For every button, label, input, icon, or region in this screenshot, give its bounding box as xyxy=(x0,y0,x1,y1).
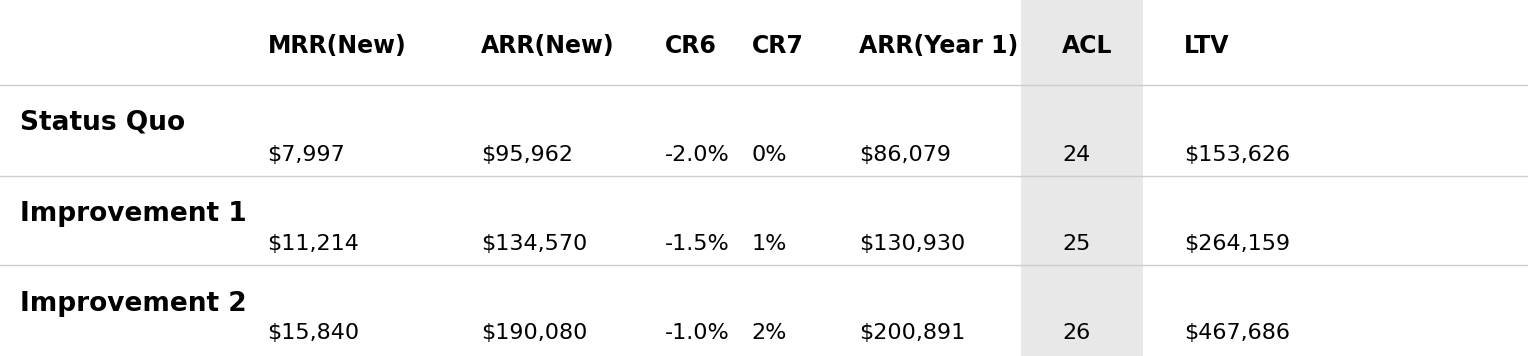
Text: $15,840: $15,840 xyxy=(267,323,359,343)
Text: 0%: 0% xyxy=(752,145,787,165)
Text: Status Quo: Status Quo xyxy=(20,110,185,136)
Text: $264,159: $264,159 xyxy=(1184,234,1290,254)
Text: $86,079: $86,079 xyxy=(859,145,950,165)
Text: ACL: ACL xyxy=(1062,34,1112,58)
Text: $7,997: $7,997 xyxy=(267,145,345,165)
Text: CR6: CR6 xyxy=(665,34,717,58)
Text: 26: 26 xyxy=(1062,323,1089,343)
Text: $200,891: $200,891 xyxy=(859,323,966,343)
Text: Improvement 2: Improvement 2 xyxy=(20,291,246,318)
Text: 1%: 1% xyxy=(752,234,787,254)
Text: -1.0%: -1.0% xyxy=(665,323,729,343)
Text: LTV: LTV xyxy=(1184,34,1230,58)
Bar xyxy=(1021,0,1143,356)
Text: $134,570: $134,570 xyxy=(481,234,588,254)
Text: $130,930: $130,930 xyxy=(859,234,966,254)
Text: -1.5%: -1.5% xyxy=(665,234,729,254)
Text: MRR(New): MRR(New) xyxy=(267,34,406,58)
Text: ARR(Year 1): ARR(Year 1) xyxy=(859,34,1018,58)
Text: CR7: CR7 xyxy=(752,34,804,58)
Text: ARR(New): ARR(New) xyxy=(481,34,614,58)
Text: 24: 24 xyxy=(1062,145,1089,165)
Text: 2%: 2% xyxy=(752,323,787,343)
Text: 25: 25 xyxy=(1062,234,1091,254)
Text: Improvement 1: Improvement 1 xyxy=(20,200,246,227)
Text: -2.0%: -2.0% xyxy=(665,145,729,165)
Text: $190,080: $190,080 xyxy=(481,323,588,343)
Text: $95,962: $95,962 xyxy=(481,145,573,165)
Text: $467,686: $467,686 xyxy=(1184,323,1290,343)
Text: $11,214: $11,214 xyxy=(267,234,359,254)
Text: $153,626: $153,626 xyxy=(1184,145,1290,165)
